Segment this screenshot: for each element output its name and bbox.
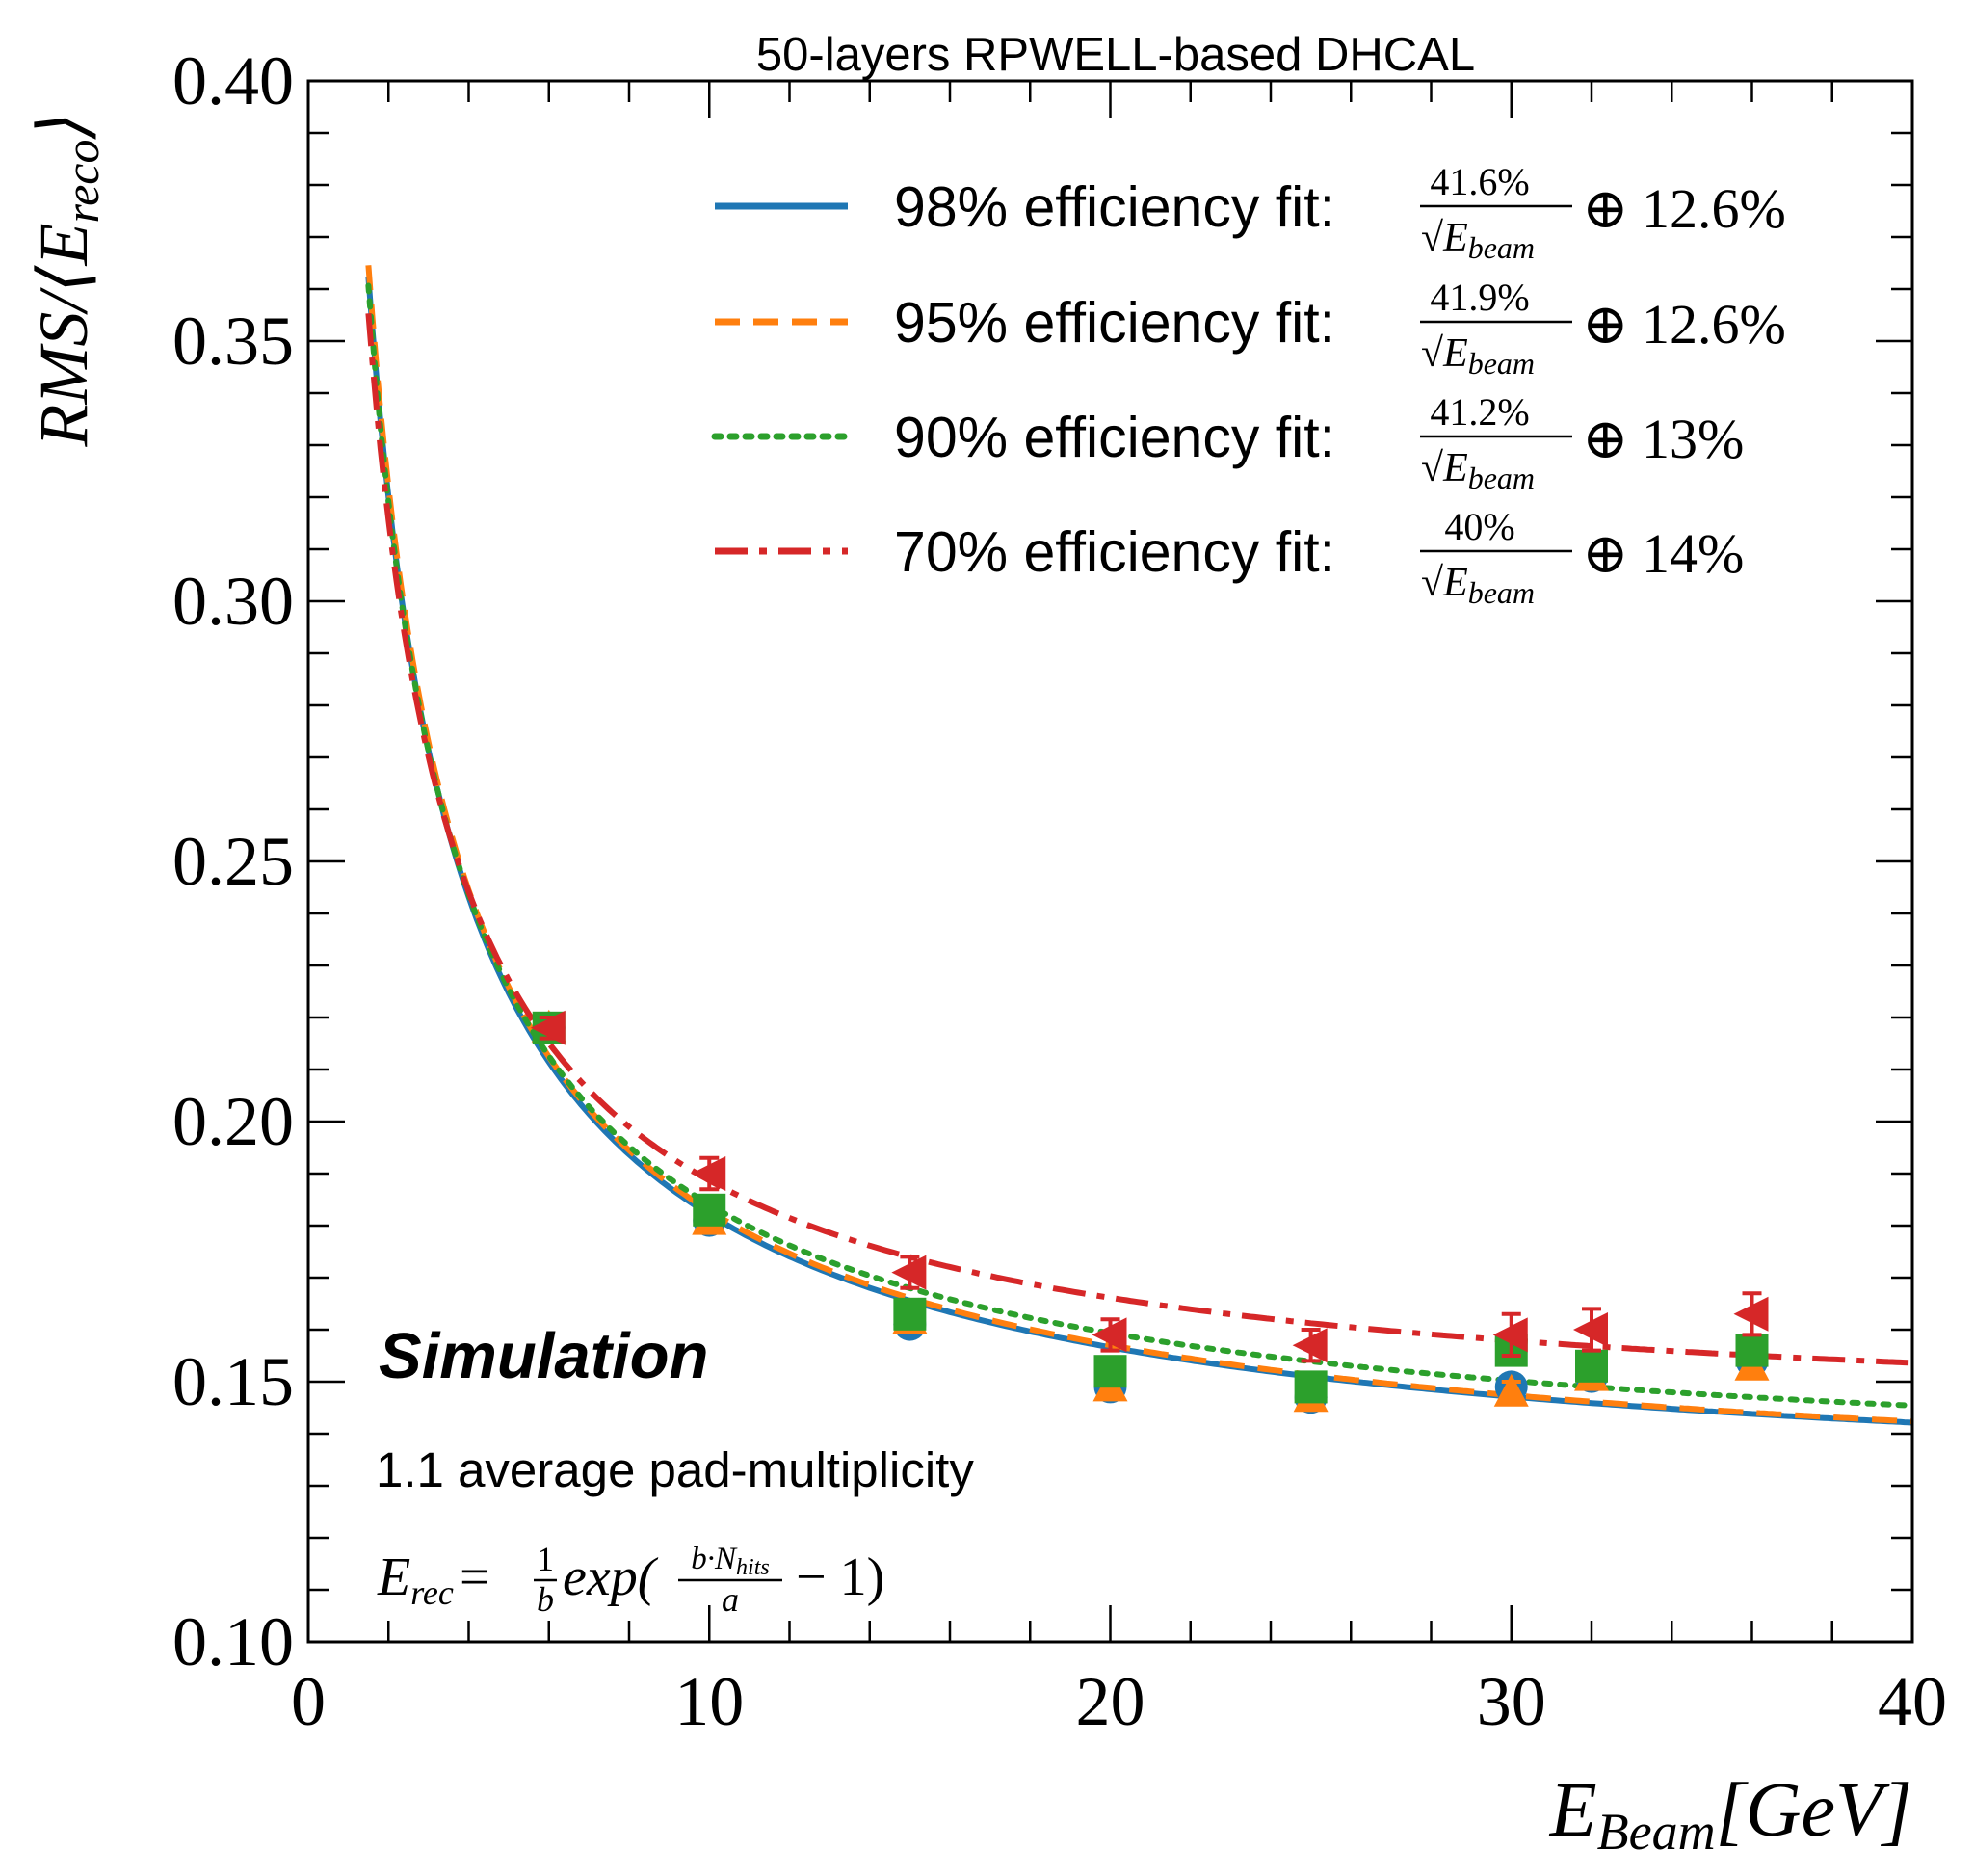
data-point (891, 1255, 927, 1290)
legend: 98% efficiency fit: 41.6%√Ebeam⊕ 12.6%95% … (711, 160, 1786, 610)
legend-oplus: ⊕ (1582, 408, 1629, 470)
svg-text:exp(: exp( (563, 1547, 659, 1607)
svg-text:− 1): − 1) (796, 1547, 884, 1607)
x-tick-labels: 0 10 20 30 40 (291, 1663, 1947, 1740)
svg-text:Erec: Erec (377, 1547, 454, 1612)
data-point (1733, 1296, 1769, 1332)
legend-constant-term: 12.6% (1642, 293, 1786, 356)
legend-constant-term: 14% (1642, 522, 1744, 585)
data-point (1093, 1355, 1127, 1388)
x-tick-label: 0 (291, 1663, 326, 1740)
legend-denominator: √Ebeam (1421, 216, 1535, 265)
svg-text:b: b (537, 1580, 554, 1619)
y-tick-label: 0.30 (172, 563, 294, 640)
legend-label: 90% efficiency fit: (894, 406, 1335, 469)
legend-denominator: √Ebeam (1421, 446, 1535, 495)
data-point (1575, 1349, 1608, 1383)
legend-oplus: ⊕ (1582, 522, 1629, 585)
legend-label: 95% efficiency fit: (894, 291, 1335, 355)
data-point (1493, 1373, 1529, 1407)
y-axis-label: RMS/⟨Ereco⟩ (25, 112, 109, 447)
legend-stochastic-term: 41.9% (1430, 276, 1529, 319)
legend-stochastic-term: 41.2% (1430, 390, 1529, 434)
legend-constant-term: 13% (1642, 408, 1744, 470)
fit-curve (365, 265, 1912, 1425)
multiplicity-label: 1.1 average pad-multiplicity (376, 1442, 974, 1497)
legend-oplus: ⊕ (1582, 293, 1629, 356)
x-axis-label: EBeam[GeV] (1549, 1768, 1912, 1861)
chart-title: 50-layers RPWELL-based DHCAL (756, 29, 1475, 81)
data-point (1092, 1317, 1127, 1353)
x-tick-label: 40 (1878, 1663, 1947, 1740)
data-point (530, 1010, 566, 1045)
legend-constant-term: 12.6% (1642, 177, 1786, 240)
y-tick-label: 0.40 (172, 42, 294, 119)
legend-denominator: √Ebeam (1421, 561, 1535, 610)
x-tick-label: 10 (674, 1663, 744, 1740)
legend-stochastic-term: 41.6% (1430, 160, 1529, 203)
data-point (693, 1193, 726, 1227)
data-markers (530, 1009, 1770, 1414)
y-tick-label: 0.15 (172, 1343, 294, 1420)
data-point (893, 1297, 927, 1331)
y-tick-label: 0.10 (172, 1603, 294, 1680)
energy-formula: Erec = 1 b exp( b·Nhits a − 1) (377, 1540, 884, 1619)
data-point (1294, 1370, 1328, 1404)
data-point (691, 1156, 726, 1191)
data-point (1735, 1334, 1769, 1367)
data-point (1292, 1328, 1328, 1363)
legend-label: 98% efficiency fit: (894, 175, 1335, 239)
svg-text:b·Nhits: b·Nhits (691, 1542, 769, 1580)
legend-label: 70% efficiency fit: (894, 520, 1335, 584)
data-point (1573, 1312, 1608, 1347)
svg-text:a: a (722, 1580, 739, 1619)
x-tick-label: 30 (1477, 1663, 1546, 1740)
y-tick-label: 0.35 (172, 303, 294, 380)
fit-curves (365, 265, 1912, 1426)
x-tick-label: 20 (1076, 1663, 1145, 1740)
legend-denominator: √Ebeam (1421, 331, 1535, 381)
y-tick-label: 0.25 (172, 823, 294, 900)
legend-stochastic-term: 40% (1444, 505, 1514, 548)
data-point (1492, 1317, 1528, 1353)
simulation-label: Simulation (379, 1320, 708, 1392)
svg-text:1: 1 (537, 1540, 554, 1578)
fit-curve (365, 282, 1912, 1409)
fit-curve (365, 312, 1912, 1366)
svg-text:=: = (460, 1547, 490, 1607)
legend-oplus: ⊕ (1582, 177, 1629, 240)
plot-frame (306, 79, 1914, 1644)
y-tick-label: 0.20 (172, 1083, 294, 1160)
y-tick-labels: 0.10 0.15 0.20 0.25 0.30 0.35 0.40 (172, 42, 294, 1680)
